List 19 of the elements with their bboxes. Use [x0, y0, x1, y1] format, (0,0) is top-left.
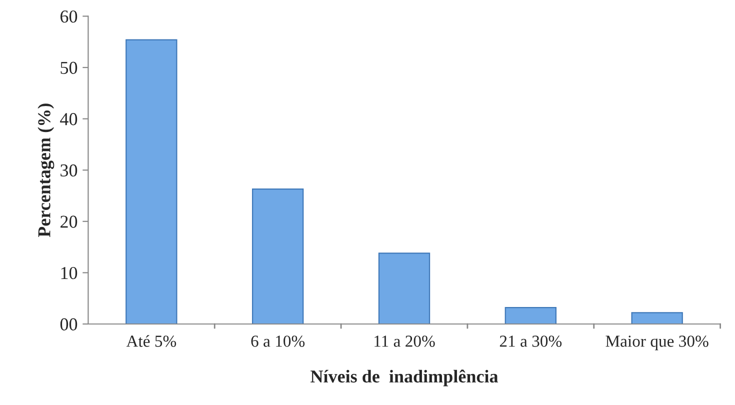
- bar: [631, 312, 683, 324]
- x-tick-label: 21 a 30%: [500, 336, 562, 347]
- bar: [504, 307, 557, 324]
- x-tick-label: 6 a 10%: [251, 336, 305, 347]
- x-tick-label: 11 a 20%: [374, 336, 435, 347]
- y-tick-label: 60: [60, 10, 78, 23]
- x-tick-label: Maior que 30%: [606, 336, 708, 350]
- y-tick-label: 00: [60, 318, 78, 330]
- y-axis-title: Percentagem (%): [38, 104, 54, 238]
- x-axis-title: Níveis de inadimplência: [310, 370, 498, 386]
- bar: [378, 252, 430, 324]
- bar: [252, 188, 304, 324]
- y-tick-label: 20: [60, 216, 78, 228]
- y-tick-label: 30: [60, 164, 78, 177]
- x-tick-label: Até 5%: [126, 335, 176, 347]
- bar: [126, 39, 178, 324]
- y-tick-label: 50: [60, 62, 78, 74]
- y-tick-label: 10: [61, 266, 78, 280]
- y-tick-label: 40: [60, 113, 78, 126]
